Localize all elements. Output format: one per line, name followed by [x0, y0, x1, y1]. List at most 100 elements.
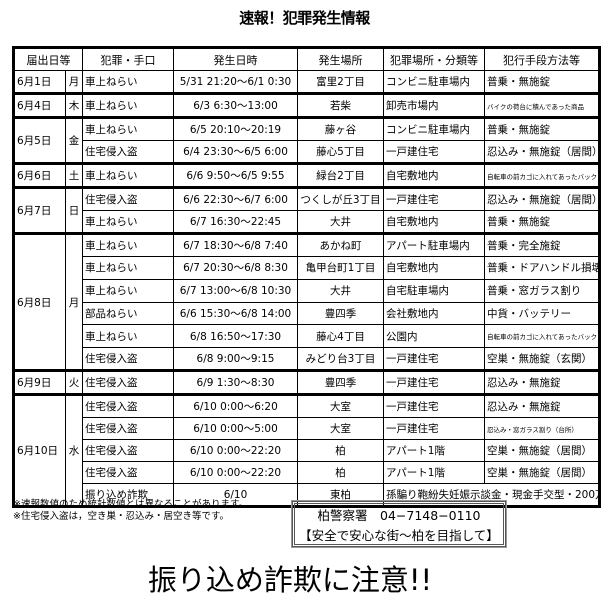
table-row: 住宅侵入盗 6/10 0:00～22:20 柏アパート1階 空巣・無施錠（居間）	[14, 439, 600, 463]
crime-type: 車上ねらい	[82, 210, 174, 234]
table-row: 6月8日月車上ねらい 6/7 18:30～6/8 7:40 あかね町 アパート駐車場内…	[13, 231, 600, 372]
occurrence-datetime: 6/10 0:00～6:20	[173, 393, 298, 419]
method: 普乗・無施錠	[484, 210, 600, 234]
occurrence-datetime: 6/7 20:30～6/8 8:30	[173, 256, 298, 280]
method: 忍込み・無施錠	[484, 393, 600, 419]
location-category: 自宅敷地内	[383, 210, 485, 234]
crime-type: 住宅侵入盗	[82, 439, 174, 463]
weekday: 火	[65, 369, 83, 396]
crime-type: 車上ねらい	[82, 256, 174, 280]
location: 大井	[297, 210, 384, 234]
report-date: 6月7日	[13, 186, 66, 234]
occurrence-datetime: 5/31 21:20～6/1 0:30	[173, 70, 298, 94]
crime-table: 届出日等 犯罪・手口 発生日時 発生場所 犯罪場所・分類等 犯行手段方法等 6月…	[12, 46, 601, 509]
occurrence-datetime: 6/10 0:00～22:20	[173, 439, 298, 463]
location: 藤ヶ谷	[297, 116, 384, 141]
location-category: 会社敷地内	[383, 301, 485, 326]
report-date: 6月4日	[13, 92, 66, 118]
table-row: 6月10日水住宅侵入盗 6/10 0:00～6:20 大室 一戸建住宅 忍込み・無施錠	[13, 393, 600, 508]
occurrence-datetime: 6/7 13:00～6/8 10:30	[173, 278, 298, 303]
location: 富里2丁目	[297, 70, 384, 94]
location-category: 卸売市場内	[383, 92, 485, 118]
crime-type: 車上ねらい	[82, 232, 174, 257]
table-row: 6月7日日住宅侵入盗 6/6 22:30～6/7 6:00 つくしが丘3丁目 一戸建住…	[13, 186, 600, 234]
table-row: 車上ねらい 6/7 13:00～6/8 10:30 大井 自宅駐車場内 普乗・窓ガラス割…	[14, 278, 600, 303]
location-category: 公園内	[383, 324, 485, 349]
crime-type: 振り込め詐欺	[82, 483, 174, 508]
occurrence-datetime: 6/8 16:50～17:30	[173, 324, 298, 349]
method: 普乗・窓ガラス割り	[484, 278, 600, 303]
police-station-phone: 柏警察署 04−7148−0110	[317, 508, 481, 523]
occurrence-datetime: 6/10 0:00～5:00	[173, 417, 298, 441]
report-date: 6月5日	[13, 116, 66, 164]
footnote: ※速報数値のため統計数値とは異なることがあります。	[13, 499, 249, 510]
footnote: ※住宅侵入盗は，空き巣・忍込み・居空き等です。	[13, 511, 230, 522]
weekday: 土	[65, 162, 83, 188]
location: 柏	[297, 461, 384, 485]
table-row: 車上ねらい 6/7 16:30～22:45 大井 自宅敷地内 普乗・無施錠	[14, 210, 600, 234]
location-category: アパート駐車場内	[383, 232, 485, 257]
occurrence-datetime: 6/6 9:50～6/5 9:55	[173, 162, 298, 188]
crime-type: 住宅侵入盗	[82, 347, 174, 372]
report-date: 6月8日	[13, 231, 66, 372]
header-category: 犯罪場所・分類等	[383, 47, 485, 71]
table-row: 住宅侵入盗 6/10 0:00～22:20 柏アパート1階 空巣・無施錠（居間）	[14, 461, 600, 485]
crime-type: 住宅侵入盗	[82, 461, 174, 485]
header-method: 犯行手段方法等	[484, 47, 600, 71]
location: 藤心5丁目	[297, 140, 384, 164]
occurrence-datetime: 6/5 20:10～20:19	[173, 116, 298, 141]
slogan: 【安全で安心な街～柏を目指して】	[299, 528, 499, 543]
report-date: 6月6日	[13, 162, 66, 188]
method: 空巣・無施錠（玄関）	[484, 347, 600, 372]
location: つくしが丘3丁目	[297, 186, 384, 211]
crime-type: 住宅侵入盗	[82, 417, 174, 441]
weekday: 日	[65, 186, 83, 234]
crime-type: 住宅侵入盗	[82, 369, 174, 396]
crime-type: 住宅侵入盗	[82, 140, 174, 164]
table-row: 車上ねらい 6/7 20:30～6/8 8:30 亀甲台町1丁目 自宅敷地内 普乗・ドア…	[14, 256, 600, 280]
page-title: 速報！犯罪発生情報	[239, 9, 370, 27]
crime-type: 車上ねらい	[82, 162, 174, 188]
location-category: 一戸建住宅	[383, 393, 485, 419]
location: 緑台2丁目	[297, 162, 384, 188]
method: 忍込み・窓ガラス割り（台所）	[484, 417, 600, 441]
method: 普乗・完全施錠	[484, 232, 600, 257]
location-category: 一戸建住宅	[383, 369, 485, 396]
occurrence-datetime: 6/10	[173, 483, 298, 508]
method: 空巣・無施錠（居間）	[484, 439, 600, 463]
header-place: 発生場所	[297, 47, 384, 71]
location: 大室	[297, 393, 384, 419]
method: バイクの荷台に積んであった商品	[484, 92, 600, 118]
occurrence-datetime: 6/6 22:30～6/7 6:00	[173, 186, 298, 211]
occurrence-datetime: 6/6 15:30～6/8 14:00	[173, 301, 298, 326]
location-category: 自宅敷地内	[383, 256, 485, 280]
method: 忍込み・無施錠	[484, 369, 600, 396]
occurrence-datetime: 6/8 9:00～9:15	[173, 347, 298, 372]
crime-type: 車上ねらい	[82, 278, 174, 303]
weekday: 木	[65, 92, 83, 118]
method: 中貨・バッテリー	[484, 301, 600, 326]
location-category: コンビニ駐車場内	[383, 70, 485, 94]
occurrence-datetime: 6/10 0:00～22:20	[173, 461, 298, 485]
weekday: 金	[65, 116, 83, 164]
occurrence-datetime: 6/7 16:30～22:45	[173, 210, 298, 234]
method: 自転車の前カゴに入れてあったバック	[484, 162, 600, 188]
location-category: コンビニ駐車場内	[383, 116, 485, 141]
location: 大室	[297, 417, 384, 441]
location: 豊四季	[297, 369, 384, 396]
location-category: アパート1階	[383, 439, 485, 463]
location-category: 一戸建住宅	[383, 417, 485, 441]
table-row: 住宅侵入盗 6/4 23:30～6/5 6:00 藤心5丁目 一戸建住宅 忍込み・無施錠…	[14, 140, 600, 164]
fraud-warning: 振り込め詐欺に注意!!	[147, 563, 433, 597]
header-crime: 犯罪・手口	[82, 47, 174, 71]
location: 亀甲台町1丁目	[297, 256, 384, 280]
table-header: 届出日等 犯罪・手口 発生日時 発生場所 犯罪場所・分類等 犯行手段方法等	[13, 47, 600, 71]
table-row: 6月4日木車上ねらい 6/3 6:30～13:00 若柴 卸売市場内 バイクの荷台に積ん…	[13, 92, 600, 118]
location: あかね町	[297, 232, 384, 257]
police-contact-box: 柏警察署 04−7148−0110 【安全で安心な街～柏を目指して】	[292, 501, 506, 547]
table-row: 部品ねらい 6/6 15:30～6/8 14:00 豊四季 会社敷地内 中貨・バッテリー	[14, 301, 600, 326]
weekday: 月	[65, 70, 83, 94]
crime-type: 住宅侵入盗	[82, 186, 174, 211]
table-row: 住宅侵入盗 6/10 0:00～5:00 大室 一戸建住宅 忍込み・窓ガラス割り（台所）	[14, 417, 600, 441]
occurrence-datetime: 6/7 18:30～6/8 7:40	[173, 232, 298, 257]
